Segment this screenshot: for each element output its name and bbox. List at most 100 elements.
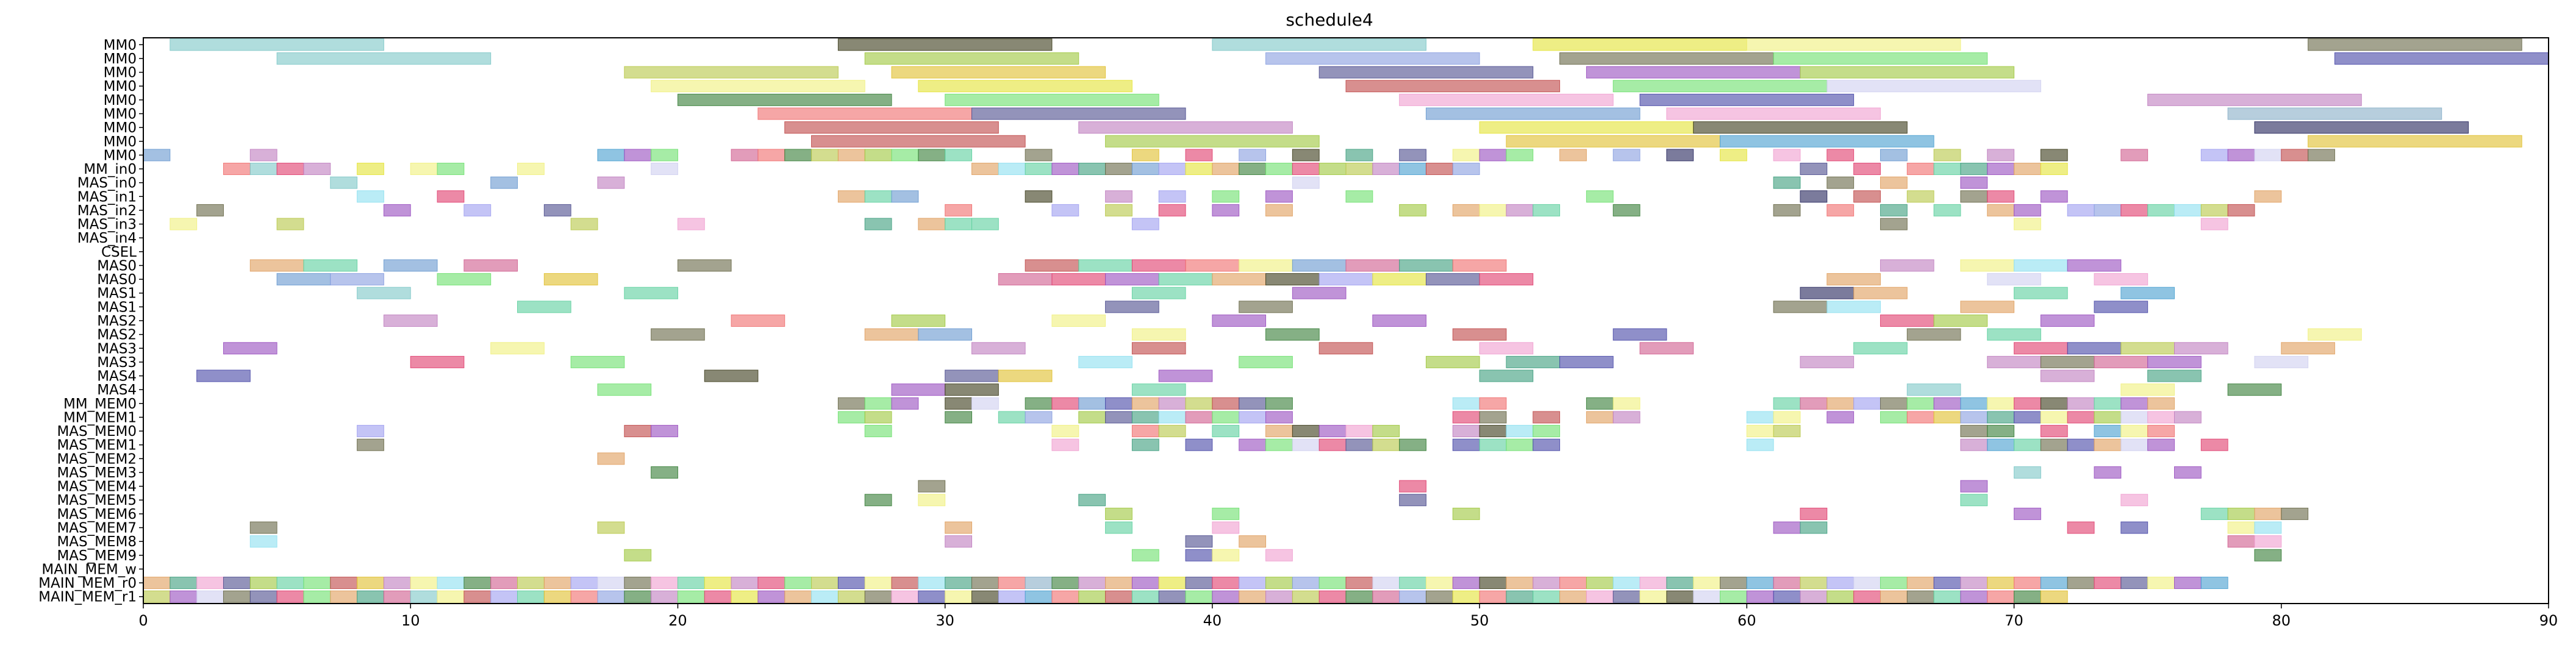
task-bar (1051, 438, 1079, 451)
task-bar (2147, 397, 2175, 410)
task-bar (1131, 425, 1159, 438)
task-bar (1506, 577, 1534, 590)
task-bar (1185, 577, 1213, 590)
task-bar (249, 590, 277, 603)
task-bar (2094, 273, 2148, 286)
task-bar (864, 52, 1079, 65)
task-bar (1131, 438, 1159, 451)
task-bar (1479, 590, 1507, 603)
task-bar (1987, 328, 2041, 341)
task-bar (1479, 273, 1534, 286)
task-bar (1452, 577, 1480, 590)
task-bar (2147, 411, 2175, 424)
y-tick-label: MAS_MEM8 (57, 534, 137, 550)
task-bar (811, 577, 839, 590)
task-bar (1105, 577, 1132, 590)
task-bar (945, 521, 972, 534)
task-bar (1533, 590, 1561, 603)
task-bar (1212, 521, 1240, 534)
task-bar (597, 590, 625, 603)
task-bar (1078, 355, 1132, 368)
task-bar (945, 93, 1159, 106)
task-bar (1425, 273, 1480, 286)
task-bar (1345, 190, 1373, 203)
task-bar (330, 176, 358, 189)
task-bar (1826, 301, 1881, 313)
task-bar (2281, 342, 2335, 355)
task-bar (2040, 577, 2068, 590)
task-bar (517, 163, 545, 176)
task-bar (837, 411, 865, 424)
task-bar (1479, 397, 1507, 410)
task-bar (1639, 590, 1667, 603)
task-bar (597, 383, 652, 396)
task-bar (2040, 149, 2068, 162)
task-bar (1800, 190, 1828, 203)
task-bar (463, 204, 492, 216)
task-bar (864, 397, 892, 410)
task-bar (1933, 149, 1961, 162)
task-bar (383, 314, 438, 327)
task-bar (971, 218, 999, 230)
task-bar (1212, 38, 1426, 51)
task-bar (2254, 355, 2309, 368)
task-bar (1773, 425, 1801, 438)
task-bar (2308, 135, 2522, 148)
task-bar (597, 521, 625, 534)
task-bar (1425, 355, 1480, 368)
task-bar (1051, 273, 1106, 286)
y-tick-label: MAIN_MEM_r1 (38, 590, 137, 605)
task-bar (570, 577, 598, 590)
task-bar (677, 577, 705, 590)
task-bar (1105, 397, 1132, 410)
task-bar (1612, 397, 1640, 410)
task-bar (891, 577, 919, 590)
task-bar (2200, 218, 2228, 230)
task-bar (651, 149, 678, 162)
task-bar (1559, 590, 1587, 603)
task-bar (1131, 590, 1159, 603)
y-tick-label: MM0 (104, 148, 137, 163)
task-bar (1372, 314, 1426, 327)
task-bar (1158, 273, 1213, 286)
task-bar (437, 163, 465, 176)
task-bar (971, 342, 1026, 355)
task-bar (677, 218, 705, 230)
task-bar (1479, 342, 1534, 355)
task-bar (1025, 163, 1053, 176)
task-bar (864, 190, 892, 203)
chart-title: schedule4 (1286, 10, 1373, 30)
task-bar (2040, 397, 2068, 410)
task-bar (1185, 438, 1213, 451)
task-bar (1105, 190, 1132, 203)
task-bar (1987, 411, 2015, 424)
task-bar (1212, 163, 1240, 176)
task-bar (1800, 397, 1828, 410)
task-bar (1292, 259, 1347, 272)
task-bar (223, 577, 251, 590)
task-bar (1586, 66, 1801, 79)
task-bar (998, 411, 1026, 424)
task-bar (1559, 577, 1587, 590)
task-bar (2014, 204, 2041, 216)
task-bar (1372, 273, 1426, 286)
task-bar (1880, 411, 1908, 424)
task-bar (2147, 204, 2175, 216)
task-bar (1800, 521, 1828, 534)
task-bar (1131, 549, 1159, 561)
task-bar (1533, 425, 1561, 438)
task-bar (2147, 438, 2175, 451)
y-tick-label: MAS_in2 (77, 203, 137, 219)
task-bar (2227, 521, 2255, 534)
task-bar (1880, 218, 1908, 230)
task-bar (1853, 590, 1881, 603)
task-bar (1506, 355, 1561, 368)
task-bar (918, 577, 946, 590)
task-bar (677, 259, 732, 272)
task-bar (1880, 149, 1908, 162)
task-bar (1666, 149, 1694, 162)
task-bar (1318, 590, 1347, 603)
task-bar (2120, 438, 2148, 451)
task-bar (1746, 577, 1774, 590)
